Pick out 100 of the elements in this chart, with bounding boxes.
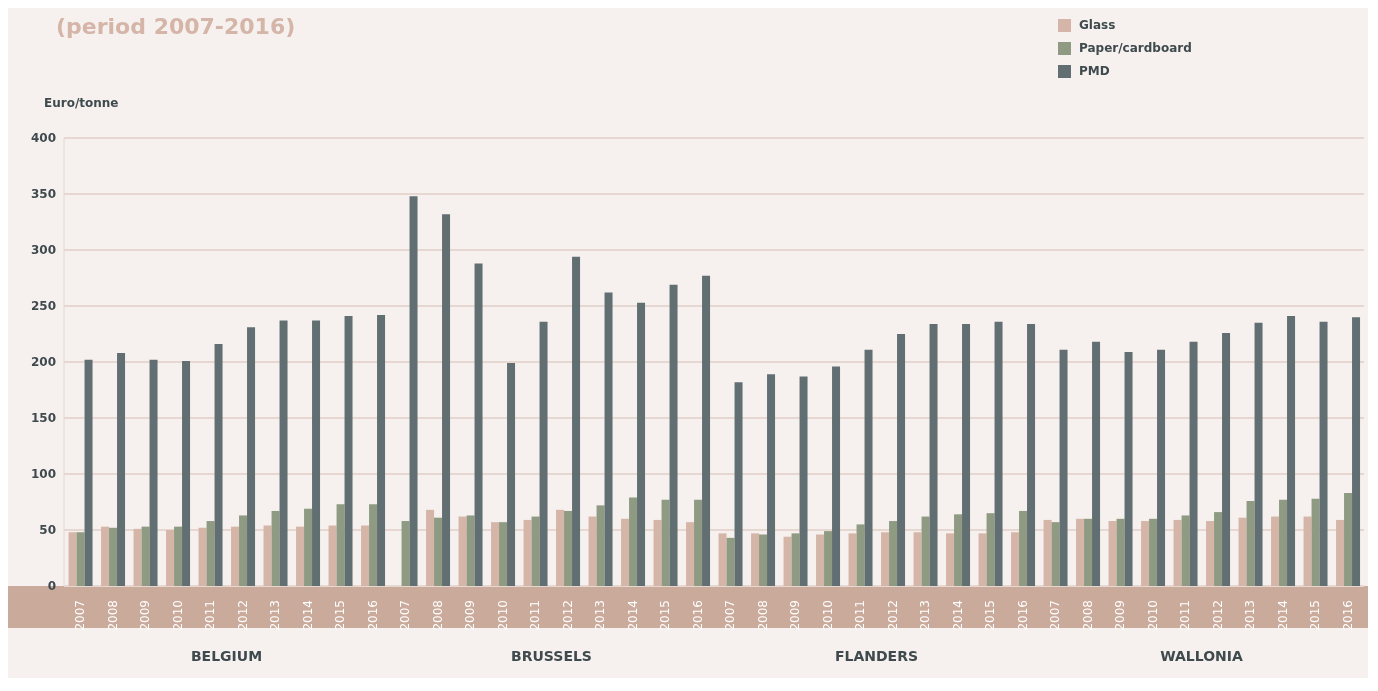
- y-tick-label: 50: [39, 523, 56, 538]
- bar: [929, 323, 938, 586]
- bar: [767, 374, 776, 586]
- bar: [304, 508, 313, 586]
- x-tick-label: 2014: [625, 600, 640, 631]
- bar: [889, 521, 898, 586]
- bar: [206, 521, 215, 586]
- text: FLANDERS: [833, 648, 920, 664]
- x-tick-label: 2007: [398, 600, 413, 631]
- bar: [101, 526, 110, 586]
- bar: [832, 366, 841, 586]
- bar: [174, 526, 183, 586]
- bar: [507, 363, 516, 586]
- x-tick-label: 2007: [1048, 600, 1063, 631]
- x-tick-label: 2010: [1145, 600, 1160, 631]
- bar: [166, 530, 175, 586]
- bar: [1189, 341, 1198, 586]
- bar: [556, 509, 565, 586]
- x-tick-label: 2014: [300, 600, 315, 631]
- text: BELGIUM: [189, 648, 264, 664]
- x-tick-label: 2009: [138, 600, 153, 631]
- bar: [1124, 351, 1133, 586]
- bar: [702, 275, 711, 586]
- bar: [1092, 341, 1101, 586]
- x-tick-label: 2014: [950, 600, 965, 631]
- chart-title: (period 2007-2016): [56, 14, 296, 39]
- bar: [239, 515, 248, 586]
- bar: [669, 284, 678, 586]
- x-tick-label: 2015: [658, 600, 673, 631]
- bar: [1271, 516, 1280, 586]
- bar: [629, 497, 638, 586]
- bar: [1222, 332, 1231, 586]
- bar: [76, 532, 85, 586]
- bar: [1173, 519, 1182, 586]
- x-tick-label: 2008: [105, 600, 120, 631]
- x-tick-label: 2013: [593, 600, 608, 631]
- y-tick-label: 250: [30, 299, 56, 314]
- bar: [499, 522, 508, 586]
- bar: [1319, 321, 1328, 586]
- bar: [848, 533, 857, 586]
- x-tick-label: 2012: [885, 600, 900, 631]
- x-tick-label: 2016: [1340, 600, 1355, 631]
- y-tick-label: 150: [30, 411, 56, 426]
- bar: [344, 316, 353, 586]
- bar: [1246, 500, 1255, 586]
- bar: [694, 499, 703, 586]
- bar: [751, 533, 760, 586]
- bar: [637, 302, 646, 586]
- x-tick-label: 2016: [690, 600, 705, 631]
- x-tick-label: 2011: [528, 600, 543, 631]
- bar: [68, 532, 77, 586]
- bar: [1059, 349, 1068, 586]
- x-tick-label: 2011: [203, 600, 218, 631]
- bar: [369, 504, 378, 586]
- bar: [1287, 316, 1296, 586]
- bar: [1303, 516, 1312, 586]
- bar: [466, 515, 475, 586]
- bar: [718, 533, 727, 586]
- x-tick-label: 2008: [755, 600, 770, 631]
- bar: [986, 513, 995, 586]
- x-tick-label: 2008: [430, 600, 445, 631]
- bar: [377, 314, 386, 586]
- bar: [133, 528, 142, 586]
- bar: [686, 522, 695, 586]
- bar: [913, 532, 922, 586]
- bar: [856, 524, 865, 586]
- x-tick-label: 2007: [723, 600, 738, 631]
- bar: [231, 526, 240, 586]
- bar: [604, 292, 613, 586]
- bar: [263, 525, 272, 586]
- bar: [409, 196, 418, 586]
- bar: [531, 516, 540, 586]
- bar: [523, 519, 532, 586]
- legend-label: PMD: [1079, 64, 1110, 78]
- x-tick-label: 2016: [365, 600, 380, 631]
- bar: [214, 344, 223, 586]
- bar: [596, 505, 605, 586]
- x-tick-label: 2013: [1243, 600, 1258, 631]
- bar: [799, 376, 808, 586]
- x-tick-label: 2013: [918, 600, 933, 631]
- text: WALLONIA: [1159, 648, 1244, 664]
- bar: [1051, 522, 1060, 586]
- x-tick-label: 2012: [1210, 600, 1225, 631]
- bar: [816, 534, 825, 586]
- x-tick-label: 2015: [1308, 600, 1323, 631]
- bar: [182, 360, 191, 586]
- bar: [946, 533, 955, 586]
- bar: [361, 525, 370, 586]
- bar: [653, 519, 662, 586]
- bar: [1181, 515, 1190, 586]
- bar: [881, 532, 890, 586]
- bar: [426, 509, 435, 586]
- bar: [336, 504, 345, 586]
- text: BRUSSELS: [510, 648, 593, 664]
- bar: [1084, 518, 1093, 586]
- bar: [588, 516, 597, 586]
- bar: [734, 382, 743, 586]
- bar: [1027, 323, 1036, 586]
- bar: [791, 533, 800, 586]
- bar: [954, 514, 963, 586]
